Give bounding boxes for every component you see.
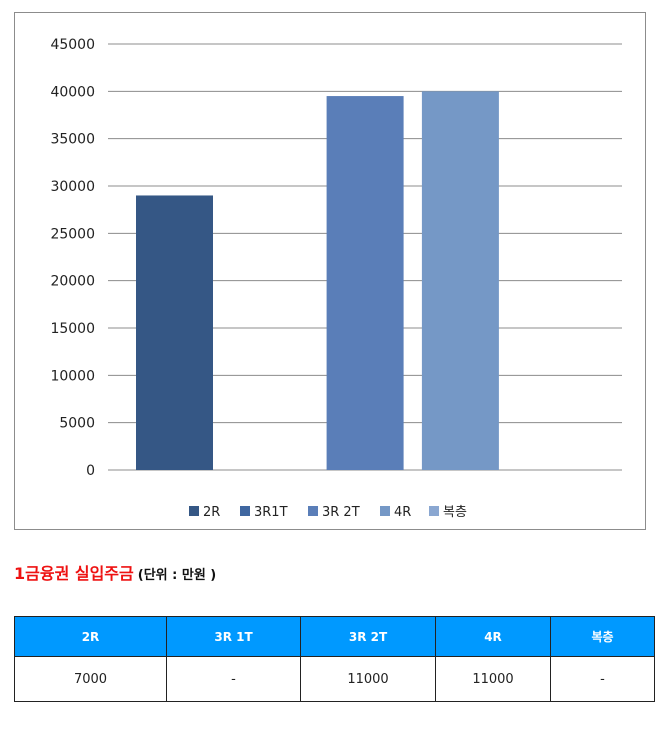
y-tick-label: 40000 [50,84,95,100]
legend-label: 복층 [443,505,467,520]
legend-label: 2R [203,505,220,520]
legend-swatch [240,506,250,516]
y-tick-label: 0 [86,463,95,479]
y-tick-label: 45000 [50,37,95,53]
table-header-cell: 복층 [550,616,655,657]
table-cell: 11000 [300,656,436,702]
section-title-text: 1금융권 실입주금 [14,564,134,583]
table-cell: 7000 [14,656,167,702]
table-header-row: 2R 3R 1T 3R 2T 4R 복층 [14,616,655,657]
legend-swatch [380,506,390,516]
legend: 2R 3R1T 3R 2T 4R 복층 [189,505,467,520]
legend-label: 3R 2T [322,505,360,520]
y-tick-label: 35000 [50,132,95,148]
table-cell: - [550,656,655,702]
table-cell: - [166,656,301,702]
table-row: 7000 - 11000 11000 - [14,656,655,702]
legend-swatch [189,506,199,516]
legend-label: 3R1T [254,505,288,520]
y-tick-label: 25000 [50,226,95,242]
y-tick-label: 20000 [50,274,95,290]
legend-swatch [429,506,439,516]
table-header-cell: 2R [14,616,167,657]
bars [136,91,499,471]
price-table: 2R 3R 1T 3R 2T 4R 복층 7000 - 11000 11000 … [14,616,655,702]
bar-3R-2T [326,96,404,471]
table-header-cell: 3R 1T [166,616,301,657]
bar-4R [421,91,499,470]
section-unit: (단위 : 만원 ) [137,568,217,583]
y-axis-ticks: 0 5000 10000 15000 20000 25000 30000 35000 40000… [50,37,95,479]
table-header-cell: 3R 2T [300,616,436,657]
table-header-cell: 4R [435,616,551,657]
y-tick-label: 15000 [50,321,95,337]
legend-swatch [308,506,318,516]
bar-chart: 0 5000 10000 15000 20000 25000 30000 35000 40000… [50,37,622,520]
section-title: 1금융권 실입주금 (단위 : 만원 ) [14,560,216,584]
chart-frame: 0 5000 10000 15000 20000 25000 30000 35000 40000… [14,12,646,530]
y-tick-label: 30000 [50,179,95,195]
legend-label: 4R [394,505,411,520]
table-cell: 11000 [435,656,551,702]
y-tick-label: 10000 [50,368,95,384]
bar-2R [136,195,213,470]
y-tick-label: 5000 [59,416,95,432]
